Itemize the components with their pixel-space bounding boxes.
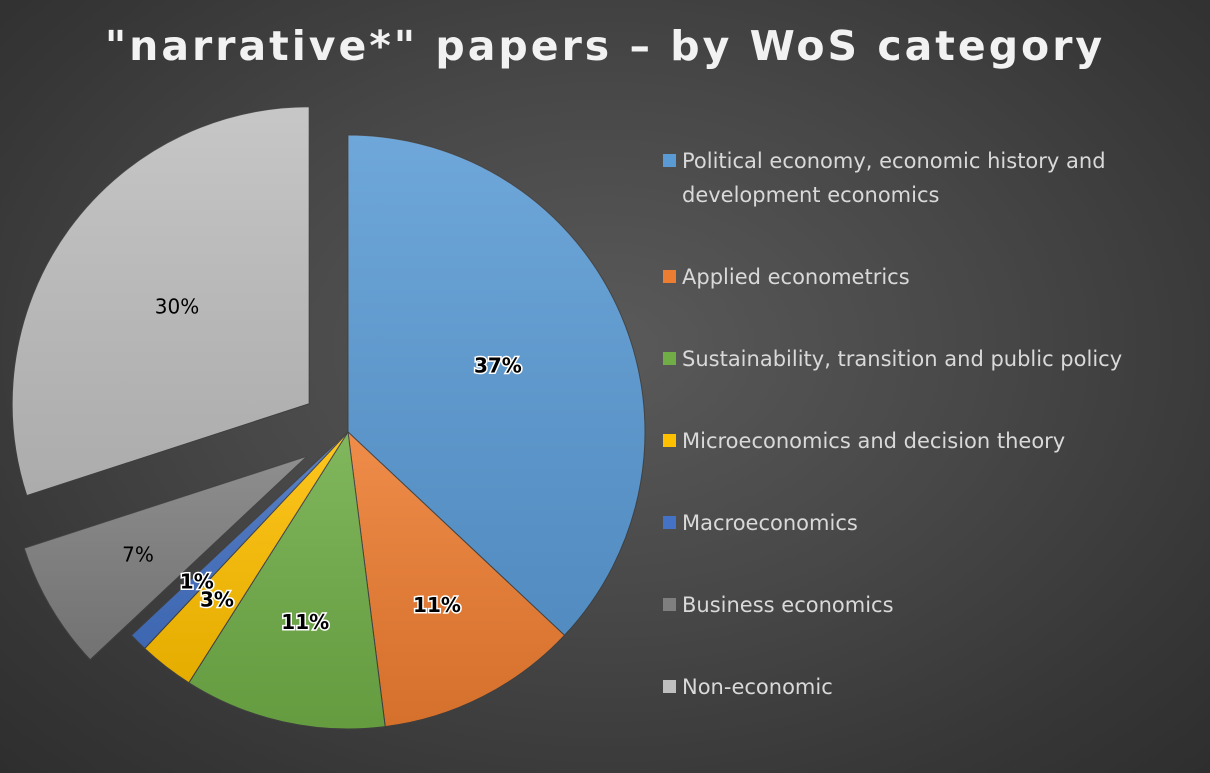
pie-slice-shading bbox=[24, 456, 307, 660]
data-label-macroeconomics: 1% bbox=[180, 570, 214, 594]
chart-legend: Political economy, economic history and … bbox=[663, 144, 1203, 704]
pie-slice-shading bbox=[144, 432, 348, 683]
pie-slice-shading bbox=[188, 432, 386, 729]
legend-label: Political economy, economic history and … bbox=[682, 149, 1106, 207]
pie-data-labels: 37% 11% 11% 3%1% 7% 30% bbox=[122, 294, 523, 635]
pie-slices bbox=[11, 106, 646, 730]
legend-swatch bbox=[663, 680, 676, 693]
legend-label: Applied econometrics bbox=[682, 265, 910, 289]
legend-item-non-economic: Non-economic bbox=[663, 670, 1203, 704]
data-label-non-economic: 30% bbox=[155, 294, 199, 318]
legend-swatch bbox=[663, 516, 676, 529]
legend-label: Non-economic bbox=[682, 675, 833, 699]
legend-swatch bbox=[663, 598, 676, 611]
legend-item-political-economy-economic-history-and-development-economics: Political economy, economic history and … bbox=[663, 144, 1203, 212]
legend-label: Microeconomics and decision theory bbox=[682, 429, 1066, 453]
legend-swatch bbox=[663, 154, 676, 167]
legend-item-microeconomics-and-decision-theory: Microeconomics and decision theory bbox=[663, 424, 1203, 458]
legend-label: Macroeconomics bbox=[682, 511, 858, 535]
data-label-applied-econometrics: 11% bbox=[413, 593, 461, 617]
data-label-microeconomics-and-decision-theory: 3% bbox=[200, 587, 234, 611]
legend-swatch bbox=[663, 352, 676, 365]
pie-slice-shading bbox=[131, 432, 348, 649]
chart-title: "narrative*" papers – by WoS category bbox=[104, 22, 1106, 70]
data-label-business-economics: 7% bbox=[122, 543, 154, 567]
pie-slice-shading bbox=[348, 432, 565, 727]
legend-label: Business economics bbox=[682, 593, 894, 617]
legend-item-sustainability-transition-and-public-policy: Sustainability, transition and public po… bbox=[663, 342, 1203, 376]
legend-item-business-economics: Business economics bbox=[663, 588, 1203, 622]
legend-item-applied-econometrics: Applied econometrics bbox=[663, 260, 1203, 294]
legend-label: Sustainability, transition and public po… bbox=[682, 347, 1123, 371]
legend-swatch bbox=[663, 434, 676, 447]
legend-item-macroeconomics: Macroeconomics bbox=[663, 506, 1203, 540]
data-label-sustainability-transition-and-public-policy: 11% bbox=[281, 610, 329, 634]
pie-slice-shading bbox=[12, 106, 310, 496]
legend-swatch bbox=[663, 270, 676, 283]
data-label-political-economy-economic-history-and-development-economics: 37% bbox=[474, 354, 522, 378]
pie-slice-shading bbox=[348, 135, 645, 636]
